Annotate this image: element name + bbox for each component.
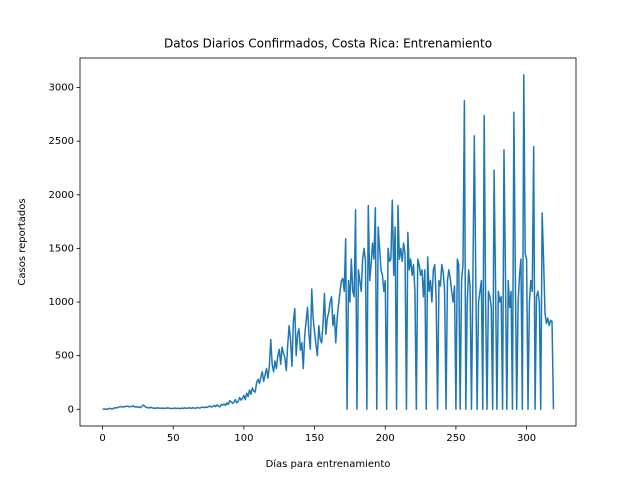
y-tick-label: 3000 (49, 83, 74, 94)
line-series (102, 73, 555, 411)
y-tick-label: 1000 (49, 297, 74, 308)
y-tick-label: 500 (55, 351, 74, 362)
x-tick-label: 50 (167, 433, 180, 444)
x-tick-label: 250 (446, 433, 465, 444)
y-tick-label: 2000 (49, 190, 74, 201)
chart-title: Datos Diarios Confirmados, Costa Rica: E… (164, 37, 492, 51)
x-tick-label: 300 (517, 433, 536, 444)
x-tick-label: 0 (99, 433, 105, 444)
y-tick-label: 0 (68, 404, 74, 415)
x-tick-label: 100 (234, 433, 253, 444)
y-axis-label: Casos reportados (17, 198, 28, 285)
y-tick-label: 2500 (49, 136, 74, 147)
plot-frame (79, 57, 577, 427)
y-tick-label: 1500 (49, 243, 74, 254)
x-tick-label: 200 (376, 433, 395, 444)
x-tick-label: 150 (305, 433, 324, 444)
x-axis-label: Días para entrenamiento (266, 458, 391, 470)
